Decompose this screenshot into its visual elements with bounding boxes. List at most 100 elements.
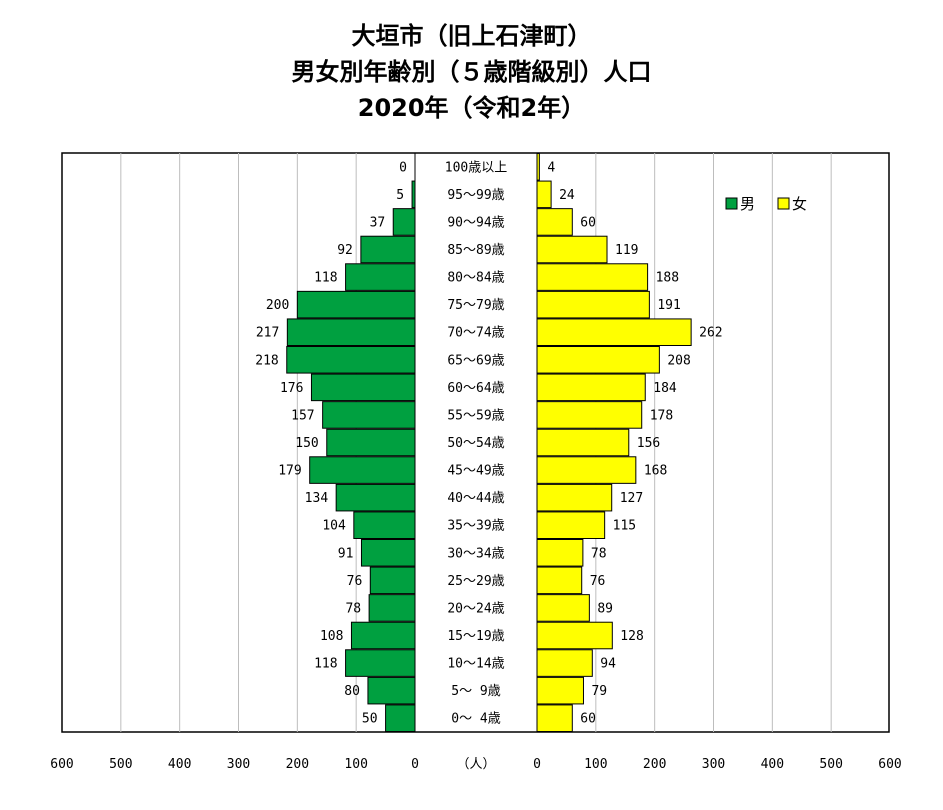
female-bar (536, 235, 608, 264)
age-category-label: 60～64歳 (447, 381, 504, 396)
age-category-label: 40～44歳 (447, 491, 504, 506)
x-tick-label: 300 (227, 757, 250, 772)
male-value-label: 118 (314, 271, 337, 286)
age-category-label: 0～ 4歳 (451, 712, 500, 727)
male-value-label: 104 (322, 519, 346, 534)
legend-label-male: 男 (740, 195, 755, 213)
female-value-label: 94 (600, 657, 616, 672)
age-category-label: 85～89歳 (447, 243, 504, 258)
female-bar (536, 180, 552, 209)
age-category-label: 100歳以上 (445, 160, 507, 175)
x-tick-label: 600 (50, 757, 73, 772)
male-value-label: 217 (256, 326, 279, 341)
age-category-label: 75～79歳 (447, 298, 504, 313)
male-value-label: 179 (278, 464, 301, 479)
male-bar (286, 346, 416, 374)
male-value-label: 50 (362, 712, 378, 727)
age-category-label: 35～39歳 (447, 519, 504, 534)
plot-area (61, 152, 890, 733)
x-tick-label: 0 (533, 757, 541, 772)
x-tick-label: 300 (702, 757, 725, 772)
male-bar (368, 594, 416, 622)
legend-swatch-male (725, 197, 738, 210)
female-bar (536, 621, 613, 650)
chart-title-line-3: 2020年（令和2年） (357, 94, 586, 122)
male-bar (296, 290, 416, 319)
male-bar (309, 456, 416, 484)
x-tick-label: 200 (286, 757, 309, 772)
legend-label-female: 女 (792, 195, 807, 213)
x-tick-label: 600 (878, 757, 901, 772)
female-bar (536, 483, 613, 512)
male-value-label: 218 (255, 353, 278, 368)
male-value-label: 92 (337, 243, 353, 258)
age-category-label: 45～49歳 (447, 464, 504, 479)
male-value-label: 134 (305, 491, 329, 506)
female-value-label: 128 (620, 629, 643, 644)
x-tick-label: 0 (411, 757, 419, 772)
female-value-label: 127 (620, 491, 643, 506)
x-tick-label: 100 (584, 757, 607, 772)
female-value-label: 178 (650, 408, 673, 423)
x-tick-label: 500 (819, 757, 842, 772)
male-bar (345, 649, 416, 677)
male-value-label: 118 (314, 657, 337, 672)
male-bar (286, 318, 416, 346)
female-bar (536, 676, 584, 705)
female-value-label: 89 (597, 601, 613, 616)
male-value-label: 200 (266, 298, 289, 313)
female-value-label: 4 (547, 160, 555, 175)
female-bar (536, 318, 692, 346)
male-value-label: 157 (291, 408, 314, 423)
age-category-label: 30～34歳 (447, 546, 504, 561)
age-category-label: 15～19歳 (447, 629, 504, 644)
female-bar (536, 346, 660, 374)
female-value-label: 60 (580, 712, 596, 727)
female-bar (536, 594, 590, 622)
female-value-label: 168 (644, 464, 667, 479)
female-bar (536, 566, 583, 595)
x-tick-label: 200 (643, 757, 666, 772)
male-value-label: 80 (344, 684, 360, 699)
male-bar (385, 704, 416, 733)
male-bar (310, 373, 416, 402)
female-value-label: 208 (667, 353, 690, 368)
x-tick-label: 400 (761, 757, 784, 772)
male-value-label: 78 (345, 601, 361, 616)
age-category-label: 10～14歳 (447, 657, 504, 672)
female-value-label: 78 (591, 546, 607, 561)
male-value-label: 108 (320, 629, 343, 644)
female-value-label: 262 (699, 326, 722, 341)
x-tick-label: 400 (168, 757, 191, 772)
male-bar (360, 539, 416, 567)
chart-title: 大垣市（旧上石津町） 男女別年齢別（５歳階級別）人口 2020年（令和2年） (0, 18, 943, 126)
female-bar (536, 704, 573, 733)
female-value-label: 156 (637, 436, 660, 451)
male-bar (350, 621, 416, 650)
female-value-label: 184 (653, 381, 677, 396)
male-bar (322, 401, 416, 429)
unit-label: （人） (456, 757, 495, 772)
age-category-label: 95～99歳 (447, 188, 504, 203)
male-value-label: 37 (370, 215, 386, 230)
female-value-label: 24 (559, 188, 575, 203)
male-bar (345, 263, 416, 291)
female-bar (536, 456, 637, 484)
chart-title-line-2: 男女別年齢別（５歳階級別）人口 (291, 58, 652, 86)
male-bar (367, 676, 416, 705)
female-bar (536, 649, 593, 677)
x-tick-label: 100 (344, 757, 367, 772)
female-bar (536, 401, 643, 429)
male-value-label: 91 (338, 546, 354, 561)
age-category-label: 70～74歳 (447, 326, 504, 341)
male-bar (335, 483, 416, 512)
female-value-label: 115 (613, 519, 636, 534)
female-value-label: 191 (657, 298, 680, 313)
x-tick-label: 500 (109, 757, 132, 772)
female-bar (536, 428, 630, 457)
male-bar (360, 235, 416, 264)
age-category-label: 25～29歳 (447, 574, 504, 589)
age-category-label: 80～84歳 (447, 271, 504, 286)
age-category-label: 55～59歳 (447, 408, 504, 423)
